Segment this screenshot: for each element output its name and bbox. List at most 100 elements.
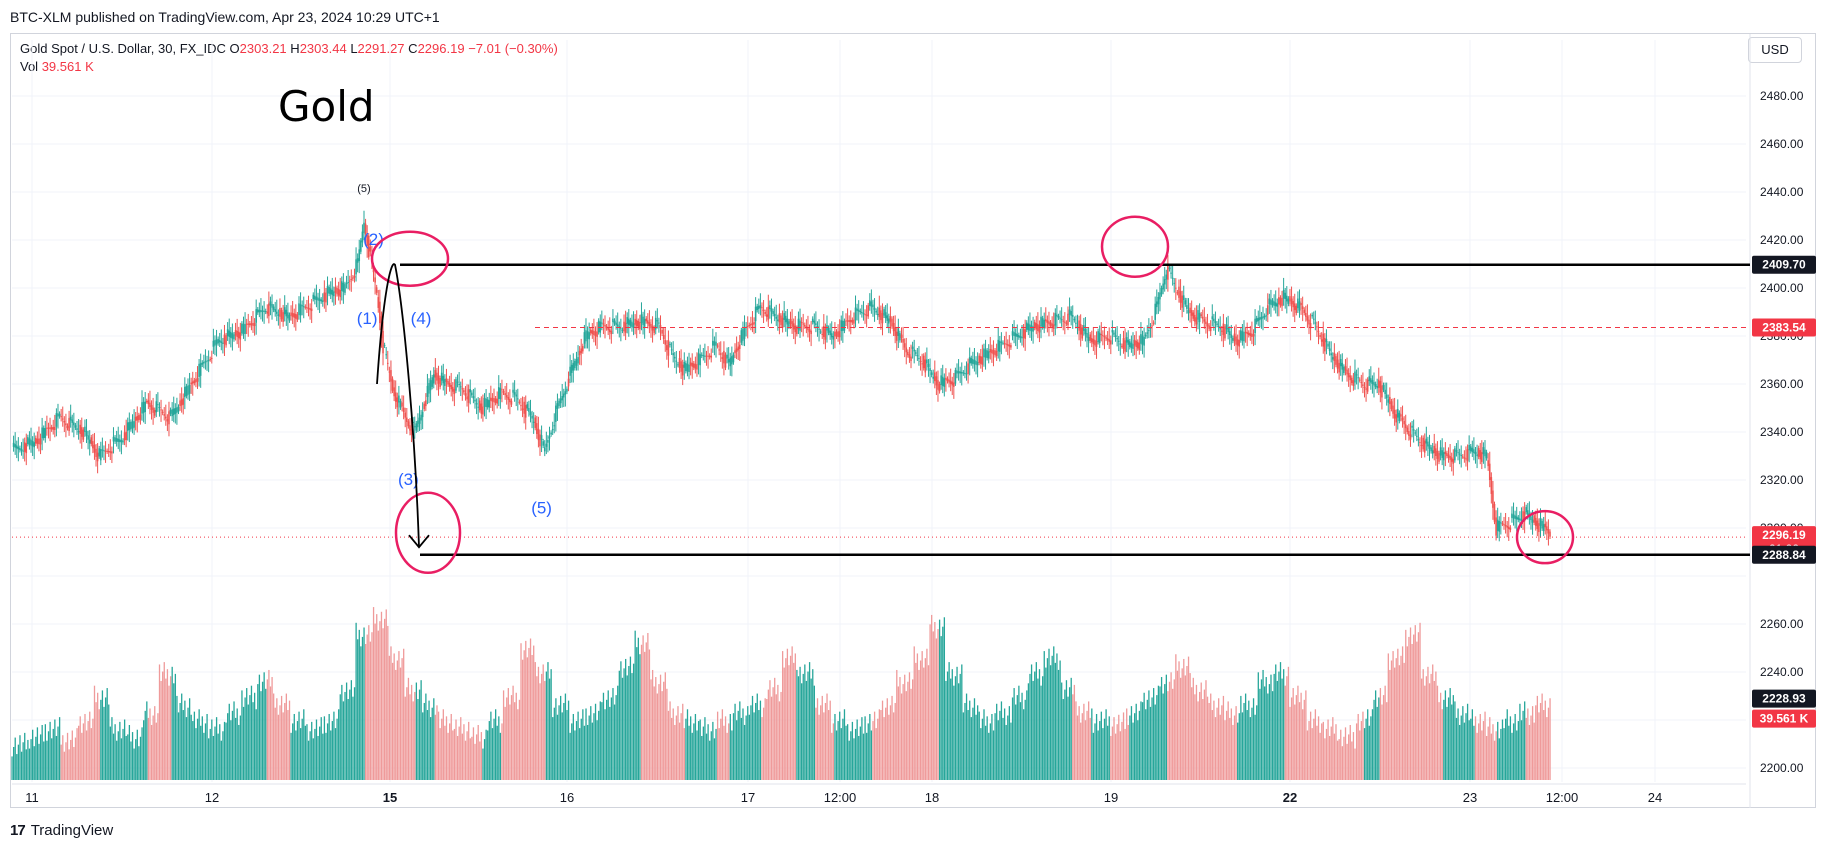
candle-body — [1108, 339, 1111, 342]
candle-body — [914, 352, 917, 354]
volume-bar — [456, 735, 459, 780]
candle-body — [1018, 335, 1020, 338]
volume-bar — [1059, 660, 1061, 780]
volume-bar — [796, 669, 798, 780]
candle-body — [1487, 460, 1489, 467]
volume-bar — [1332, 717, 1334, 780]
volume-bar — [450, 713, 452, 780]
volume-bar — [1487, 726, 1489, 780]
candle-body — [388, 371, 391, 373]
volume-bar — [366, 634, 368, 780]
volume-bar — [986, 716, 988, 780]
wave-label: (2) — [363, 230, 384, 249]
candle-body — [659, 324, 662, 329]
volume-bar — [1335, 724, 1337, 780]
volume-bar — [1298, 702, 1301, 780]
candle-body — [1422, 437, 1424, 450]
candle-body — [1282, 289, 1285, 299]
candle-body — [1395, 414, 1397, 423]
volume-bar — [648, 649, 651, 780]
volume-bar — [331, 721, 333, 780]
candle-body — [702, 355, 705, 357]
legend-vol-label[interactable]: Vol — [20, 59, 39, 74]
candle-body — [375, 287, 378, 293]
legend-symbol[interactable]: Gold Spot / U.S. Dollar, 30, FX_IDC — [20, 41, 226, 56]
candle-body — [1046, 320, 1049, 323]
candle-body — [1341, 362, 1344, 370]
volume-bar — [1029, 673, 1031, 780]
candle-body — [608, 329, 611, 333]
volume-bar — [1484, 711, 1486, 780]
candle-body — [496, 398, 498, 404]
candle-body — [407, 421, 410, 427]
volume-bar — [1493, 740, 1496, 780]
candle-body — [90, 437, 93, 444]
candle-body — [1506, 525, 1508, 528]
candle-body — [1336, 359, 1339, 369]
candle-body — [1311, 314, 1313, 317]
volume-bar — [1205, 680, 1207, 780]
volume-bar — [471, 736, 473, 780]
candle-body — [134, 416, 137, 421]
volume-bar — [179, 702, 181, 780]
volume-bar — [891, 695, 893, 780]
volume-bar — [1197, 701, 1199, 780]
candle-body — [883, 309, 885, 316]
candle-body — [1324, 337, 1326, 352]
candle-body — [521, 408, 524, 410]
volume-bar — [1435, 671, 1437, 780]
candle-body — [667, 340, 670, 356]
volume-bar — [1492, 724, 1494, 780]
candle-body — [781, 317, 784, 328]
candle-body — [20, 449, 23, 451]
volume-bar — [135, 739, 137, 780]
currency-button[interactable]: USD — [1748, 37, 1802, 63]
candle-body — [1146, 332, 1149, 334]
tradingview-footer[interactable]: 17 TradingView — [10, 822, 113, 839]
candle-body — [1303, 309, 1306, 313]
volume-bar — [663, 681, 665, 780]
candle-body — [1263, 315, 1266, 318]
volume-bar — [981, 718, 984, 780]
volume-bar — [196, 718, 199, 780]
volume-bar — [1482, 721, 1485, 780]
y-tick-label: 2260.00 — [1760, 617, 1804, 631]
volume-bar — [975, 714, 977, 780]
candle-body — [1507, 526, 1510, 529]
volume-bar — [556, 714, 559, 780]
candle-body — [17, 446, 20, 450]
volume-bar — [11, 756, 13, 780]
volume-bar — [1376, 706, 1378, 780]
volume-bar — [258, 674, 261, 780]
volume-bar — [1281, 678, 1283, 780]
x-tick-label: 12 — [205, 790, 219, 805]
candle-body — [77, 431, 80, 433]
candle-body — [1447, 454, 1450, 458]
volume-bar — [1219, 714, 1221, 780]
candle-body — [830, 333, 833, 338]
candle-body — [39, 438, 42, 445]
volume-bar — [794, 653, 796, 780]
volume-bar — [721, 709, 724, 780]
volume-bar — [90, 728, 92, 780]
candle-body — [401, 402, 403, 407]
candle-body — [215, 339, 218, 345]
volume-bar — [804, 664, 806, 780]
wave-label: (5) — [357, 183, 370, 195]
volume-bar — [1129, 715, 1131, 780]
legend: Gold Spot / U.S. Dollar, 30, FX_IDC O230… — [20, 40, 558, 76]
candle-body — [396, 397, 399, 408]
volume-bar — [185, 717, 188, 780]
candle-body — [1200, 314, 1202, 316]
candle-body — [983, 348, 985, 358]
marker-circle — [1515, 509, 1575, 565]
candle-body — [857, 309, 860, 312]
volume-bar — [607, 690, 609, 780]
candle-body — [1523, 511, 1526, 522]
candle-body — [583, 332, 586, 344]
volume-bar — [1225, 710, 1228, 780]
volume-bar — [41, 725, 43, 780]
legend-volume-row: Vol 39.561 K — [20, 58, 558, 76]
volume-bar — [1546, 717, 1548, 780]
